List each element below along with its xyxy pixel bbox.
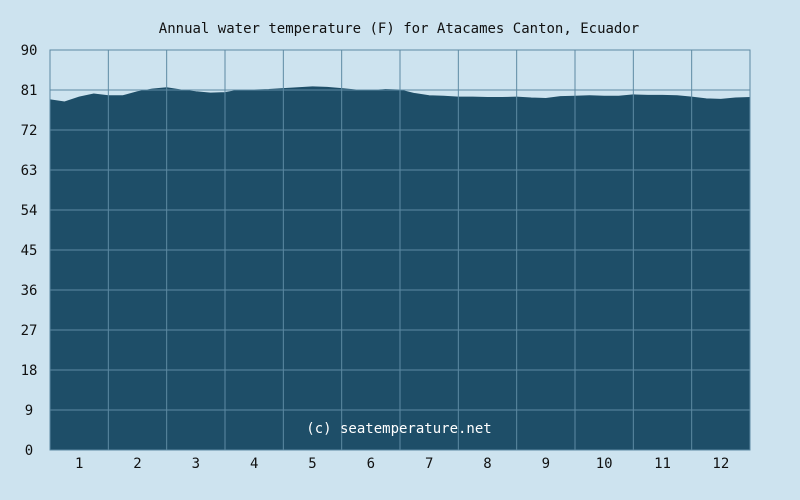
y-tick-label: 90 bbox=[21, 43, 38, 59]
y-tick-label: 36 bbox=[21, 283, 38, 299]
plot-border bbox=[49, 49, 751, 451]
chart-title: Annual water temperature (F) for Atacame… bbox=[159, 21, 639, 37]
x-tick-label: 2 bbox=[133, 456, 141, 472]
y-tick-label: 9 bbox=[25, 403, 33, 419]
y-tick-label: 54 bbox=[21, 203, 38, 219]
y-tick-label: 18 bbox=[21, 363, 38, 379]
x-tick-label: 10 bbox=[596, 456, 613, 472]
y-axis-ticks: 0 9 18 27 36 45 54 63 72 81 90 bbox=[21, 43, 38, 459]
y-tick-label: 27 bbox=[21, 323, 38, 339]
x-tick-label: 3 bbox=[192, 456, 200, 472]
y-tick-label: 72 bbox=[21, 123, 38, 139]
y-tick-label: 63 bbox=[21, 163, 38, 179]
x-tick-label: 1 bbox=[75, 456, 83, 472]
x-tick-label: 5 bbox=[308, 456, 316, 472]
grid-lines bbox=[50, 49, 750, 451]
y-tick-label: 45 bbox=[21, 243, 38, 259]
x-tick-label: 6 bbox=[367, 456, 375, 472]
y-tick-label: 81 bbox=[21, 83, 38, 99]
x-axis-ticks: 1 2 3 4 5 6 7 8 9 10 11 12 bbox=[75, 456, 729, 472]
watermark: (c) seatemperature.net bbox=[306, 421, 491, 437]
x-tick-label: 11 bbox=[654, 456, 671, 472]
x-tick-label: 12 bbox=[712, 456, 729, 472]
x-tick-label: 9 bbox=[542, 456, 550, 472]
x-tick-label: 7 bbox=[425, 456, 433, 472]
x-tick-label: 8 bbox=[483, 456, 491, 472]
y-tick-label: 0 bbox=[25, 443, 33, 459]
x-tick-label: 4 bbox=[250, 456, 258, 472]
